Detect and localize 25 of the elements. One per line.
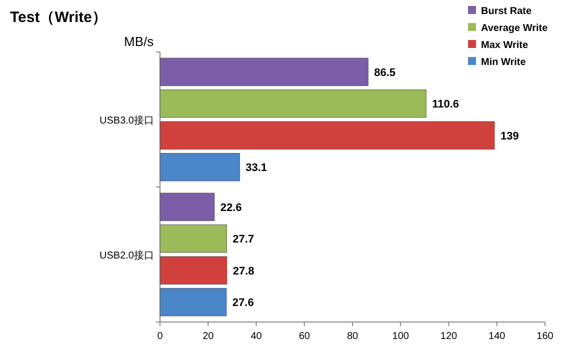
data-label: 27.6 bbox=[232, 297, 254, 310]
legend-label: Max Write bbox=[481, 40, 528, 51]
data-label: 27.7 bbox=[232, 234, 254, 246]
x-tick-label: 60 bbox=[298, 331, 310, 342]
x-tick-label: 160 bbox=[536, 331, 554, 342]
data-label: 139 bbox=[500, 130, 519, 142]
data-label: 27.8 bbox=[232, 265, 254, 278]
text: MB/s bbox=[124, 34, 154, 49]
x-tick-label: 40 bbox=[250, 331, 262, 342]
data-label: 86.5 bbox=[374, 66, 396, 79]
x-tick-label: 20 bbox=[202, 331, 214, 342]
chart-title: Test（Write） bbox=[10, 9, 107, 26]
data-label: 33.1 bbox=[246, 162, 268, 174]
y-tick-label: USB3.0接口 bbox=[100, 114, 154, 126]
x-tick-label: 80 bbox=[346, 331, 358, 342]
legend-label: Average Write bbox=[481, 23, 548, 34]
x-tick-label: 0 bbox=[157, 331, 164, 342]
legend-label: Min Write bbox=[481, 57, 526, 68]
data-label: 110.6 bbox=[432, 98, 460, 111]
x-tick-label: 140 bbox=[488, 331, 506, 342]
legend-label: Burst Rate bbox=[481, 6, 532, 17]
x-tick-label: 120 bbox=[440, 331, 458, 342]
x-tick-label: 100 bbox=[392, 331, 410, 342]
data-label: 22.6 bbox=[220, 202, 242, 214]
y-tick-label: USB2.0接口 bbox=[100, 250, 154, 262]
